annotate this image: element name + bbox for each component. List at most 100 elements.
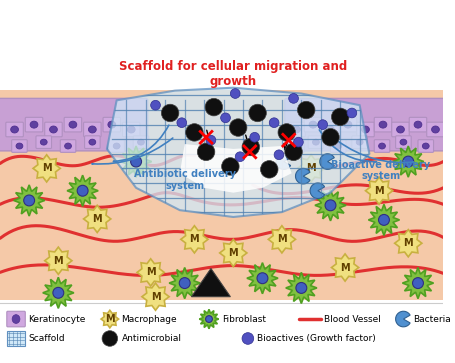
Wedge shape — [395, 311, 409, 327]
FancyBboxPatch shape — [84, 136, 100, 148]
Circle shape — [346, 108, 356, 118]
Text: M: M — [339, 262, 349, 273]
Circle shape — [248, 104, 266, 122]
Circle shape — [257, 273, 268, 284]
Polygon shape — [365, 177, 392, 204]
Circle shape — [317, 120, 327, 130]
Circle shape — [242, 333, 253, 344]
Polygon shape — [45, 247, 72, 274]
Circle shape — [53, 287, 64, 298]
FancyBboxPatch shape — [391, 122, 408, 137]
Circle shape — [412, 278, 423, 289]
Text: Scaffold for cellular migration and
growth: Scaffold for cellular migration and grow… — [119, 60, 347, 88]
Circle shape — [235, 152, 244, 162]
Ellipse shape — [127, 126, 135, 133]
Ellipse shape — [40, 139, 47, 145]
Polygon shape — [67, 175, 98, 206]
Ellipse shape — [113, 143, 120, 149]
Ellipse shape — [413, 121, 421, 128]
Text: Antimicrobial: Antimicrobial — [121, 334, 181, 343]
FancyBboxPatch shape — [321, 122, 339, 137]
Text: M: M — [146, 268, 155, 277]
Ellipse shape — [10, 126, 19, 133]
Circle shape — [221, 158, 238, 175]
Circle shape — [102, 331, 117, 346]
Circle shape — [284, 143, 302, 160]
Ellipse shape — [137, 139, 144, 145]
Text: Bioactive delivery
system: Bioactive delivery system — [331, 159, 430, 181]
Text: M: M — [53, 256, 63, 266]
Wedge shape — [295, 168, 309, 184]
Circle shape — [295, 282, 306, 293]
Polygon shape — [219, 239, 246, 266]
Text: M: M — [42, 163, 51, 174]
FancyBboxPatch shape — [12, 140, 27, 152]
Circle shape — [321, 129, 339, 146]
FancyBboxPatch shape — [288, 140, 303, 152]
Circle shape — [197, 143, 214, 160]
Text: Macrophage: Macrophage — [121, 315, 177, 323]
FancyBboxPatch shape — [36, 136, 51, 148]
Circle shape — [324, 200, 335, 211]
FancyBboxPatch shape — [356, 122, 374, 137]
Text: M: M — [374, 186, 383, 196]
FancyArrowPatch shape — [92, 138, 172, 164]
Ellipse shape — [308, 121, 316, 128]
Polygon shape — [402, 268, 433, 299]
Text: Bioactives (Growth factor): Bioactives (Growth factor) — [256, 334, 374, 343]
FancyBboxPatch shape — [374, 117, 391, 132]
FancyBboxPatch shape — [0, 90, 443, 300]
FancyBboxPatch shape — [109, 140, 124, 152]
Polygon shape — [179, 144, 291, 193]
Circle shape — [378, 215, 389, 225]
Ellipse shape — [50, 126, 57, 133]
Circle shape — [205, 316, 212, 322]
FancyBboxPatch shape — [417, 140, 433, 152]
FancyBboxPatch shape — [308, 136, 323, 148]
Circle shape — [268, 118, 278, 127]
Polygon shape — [246, 263, 278, 294]
Circle shape — [131, 156, 141, 167]
Text: M: M — [228, 248, 238, 258]
Polygon shape — [120, 146, 152, 177]
Ellipse shape — [292, 126, 300, 133]
FancyBboxPatch shape — [122, 122, 140, 137]
Polygon shape — [191, 269, 230, 297]
FancyArrowPatch shape — [318, 130, 375, 162]
Polygon shape — [106, 88, 369, 217]
FancyBboxPatch shape — [287, 122, 304, 137]
Polygon shape — [314, 190, 345, 221]
Ellipse shape — [12, 315, 20, 323]
Polygon shape — [392, 146, 423, 177]
Circle shape — [331, 108, 348, 126]
FancyBboxPatch shape — [7, 331, 25, 346]
Text: M: M — [151, 292, 160, 302]
FancyBboxPatch shape — [426, 122, 443, 137]
FancyArrowPatch shape — [337, 141, 413, 163]
Polygon shape — [43, 277, 74, 308]
Circle shape — [220, 113, 230, 123]
Wedge shape — [309, 183, 324, 199]
Text: Fibroblast: Fibroblast — [221, 315, 265, 323]
FancyBboxPatch shape — [6, 122, 23, 137]
Text: Blood Vessel: Blood Vessel — [323, 315, 380, 323]
Polygon shape — [83, 205, 111, 233]
Text: Antibiotic delivery
system: Antibiotic delivery system — [133, 169, 235, 191]
Ellipse shape — [30, 121, 38, 128]
Ellipse shape — [293, 143, 299, 149]
Circle shape — [205, 98, 222, 116]
FancyBboxPatch shape — [0, 98, 147, 151]
Text: Keratinocyte: Keratinocyte — [28, 315, 86, 323]
FancyBboxPatch shape — [133, 136, 148, 148]
Circle shape — [177, 118, 186, 127]
Ellipse shape — [421, 143, 428, 149]
Circle shape — [273, 150, 283, 160]
Circle shape — [402, 156, 413, 167]
Text: M: M — [189, 234, 199, 244]
FancyBboxPatch shape — [339, 117, 356, 132]
Ellipse shape — [326, 126, 334, 133]
FancyBboxPatch shape — [60, 140, 76, 152]
Polygon shape — [137, 259, 164, 286]
Ellipse shape — [312, 139, 318, 145]
Polygon shape — [180, 226, 207, 253]
